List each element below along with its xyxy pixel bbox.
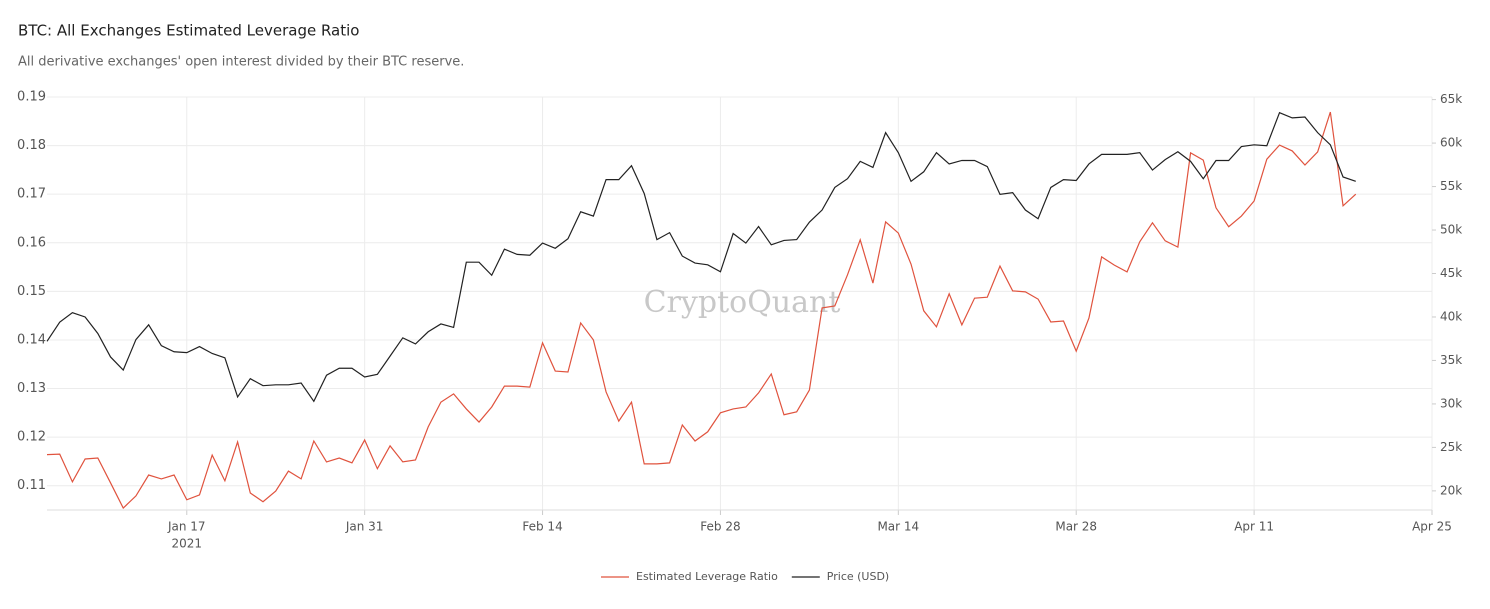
x-tick-label: Jan 17	[167, 520, 206, 534]
x-tick-label: Feb 14	[522, 520, 562, 534]
y2-tick-label: 20k	[1440, 483, 1462, 497]
x-year-label: 2021	[171, 537, 202, 551]
y2-tick-label: 55k	[1440, 179, 1462, 193]
x-tick-label: Mar 14	[877, 520, 919, 534]
y-tick-label: 0.14	[17, 332, 46, 347]
y2-tick-label: 65k	[1440, 92, 1462, 106]
y-tick-label: 0.18	[17, 138, 46, 153]
x-tick-label: Feb 28	[700, 520, 740, 534]
y2-tick-label: 30k	[1440, 396, 1462, 410]
y2-tick-label: 60k	[1440, 136, 1462, 150]
y-tick-label: 0.16	[17, 235, 46, 250]
line-series	[46, 111, 1357, 510]
x-tick-label: Apr 11	[1234, 520, 1274, 534]
y2-tick-label: 40k	[1440, 309, 1462, 323]
y-tick-label: 0.17	[17, 187, 46, 202]
chart-subtitle: All derivative exchanges' open interest …	[18, 55, 464, 70]
x-tick-label: Jan 31	[345, 520, 384, 534]
legend-label: Estimated Leverage Ratio	[636, 570, 778, 583]
y-tick-label: 0.19	[17, 90, 46, 105]
line-series	[46, 111, 1356, 403]
watermark: CryptoQuant	[644, 285, 841, 320]
x-tick-label: Mar 28	[1055, 520, 1097, 534]
chart-title: BTC: All Exchanges Estimated Leverage Ra…	[18, 22, 359, 40]
legend-label: Price (USD)	[827, 570, 889, 583]
y-tick-label: 0.12	[17, 430, 46, 445]
x-tick-label: Apr 25	[1412, 520, 1452, 534]
y2-tick-label: 35k	[1440, 353, 1462, 367]
y2-tick-label: 50k	[1440, 223, 1462, 237]
y-tick-label: 0.15	[17, 284, 46, 299]
y-tick-label: 0.11	[17, 478, 46, 493]
y-tick-label: 0.13	[17, 381, 46, 396]
y2-tick-label: 25k	[1440, 440, 1462, 454]
y2-tick-label: 45k	[1440, 266, 1462, 280]
